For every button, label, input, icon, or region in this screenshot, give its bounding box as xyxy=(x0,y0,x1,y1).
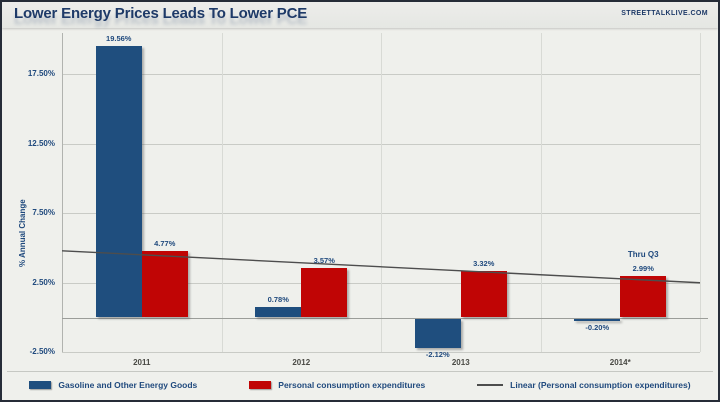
bar-gasoline-2012 xyxy=(255,306,302,318)
x-tick-label: 2013 xyxy=(451,358,470,367)
legend-label-gasoline: Gasoline and Other Energy Goods xyxy=(58,380,198,390)
legend-item-linear: Linear (Personal consumption expenditure… xyxy=(477,380,691,390)
chart-header: Lower Energy Prices Leads To Lower PCE S… xyxy=(2,2,718,28)
bar-label: 4.77% xyxy=(154,239,176,249)
annotation-thru-q3: Thru Q3 xyxy=(627,249,659,259)
bar-gasoline-2013 xyxy=(414,318,461,348)
bar-pce-2013 xyxy=(460,271,507,318)
y-tick-label: -2.50% xyxy=(29,347,55,357)
bar-label: 3.32% xyxy=(473,259,495,269)
page-title: Lower Energy Prices Leads To Lower PCE xyxy=(14,5,308,22)
legend-swatch-linear xyxy=(477,384,504,386)
x-axis-line xyxy=(62,317,708,319)
bar-label: 2.99% xyxy=(632,263,654,273)
legend-label-linear: Linear (Personal consumption expenditure… xyxy=(510,380,691,390)
y-tick-label: 2.50% xyxy=(32,277,55,287)
bar-label: 19.56% xyxy=(106,33,132,43)
bar-label: 0.78% xyxy=(267,294,289,304)
bar-label: 3.57% xyxy=(313,255,335,265)
legend-label-pce: Personal consumption expenditures xyxy=(278,380,426,390)
watermark-text: STREETTALKLIVE.COM xyxy=(621,10,708,17)
gridline-v xyxy=(381,33,382,352)
legend-item-pce: Personal consumption expenditures xyxy=(249,380,425,390)
gridline-h xyxy=(62,352,700,354)
gridline-v xyxy=(221,33,223,352)
y-tick-label: 12.50% xyxy=(27,138,55,148)
x-tick-label: 2012 xyxy=(292,358,311,367)
y-axis-line xyxy=(62,33,63,352)
x-tick-label: 2011 xyxy=(133,358,151,367)
y-tick-label: 7.50% xyxy=(32,208,55,218)
bar-pce-2011 xyxy=(141,251,188,318)
legend-swatch-pce xyxy=(249,381,272,389)
bar-label: -0.20% xyxy=(585,323,610,333)
legend-swatch-gasoline xyxy=(29,381,52,389)
gridline-v xyxy=(540,33,542,352)
bar-gasoline-2011 xyxy=(95,45,142,318)
bar-label: -2.12% xyxy=(425,349,450,359)
legend-item-gasoline: Gasoline and Other Energy Goods xyxy=(29,380,197,390)
x-tick-label: 2014* xyxy=(609,358,631,367)
bar-gasoline-2014* xyxy=(574,318,621,322)
legend: Gasoline and Other Energy Goods Personal… xyxy=(7,371,713,398)
gridline-v xyxy=(700,33,701,352)
y-tick-label: 17.50% xyxy=(27,69,55,79)
bar-pce-2012 xyxy=(301,267,348,318)
bar-pce-2014* xyxy=(620,275,667,318)
